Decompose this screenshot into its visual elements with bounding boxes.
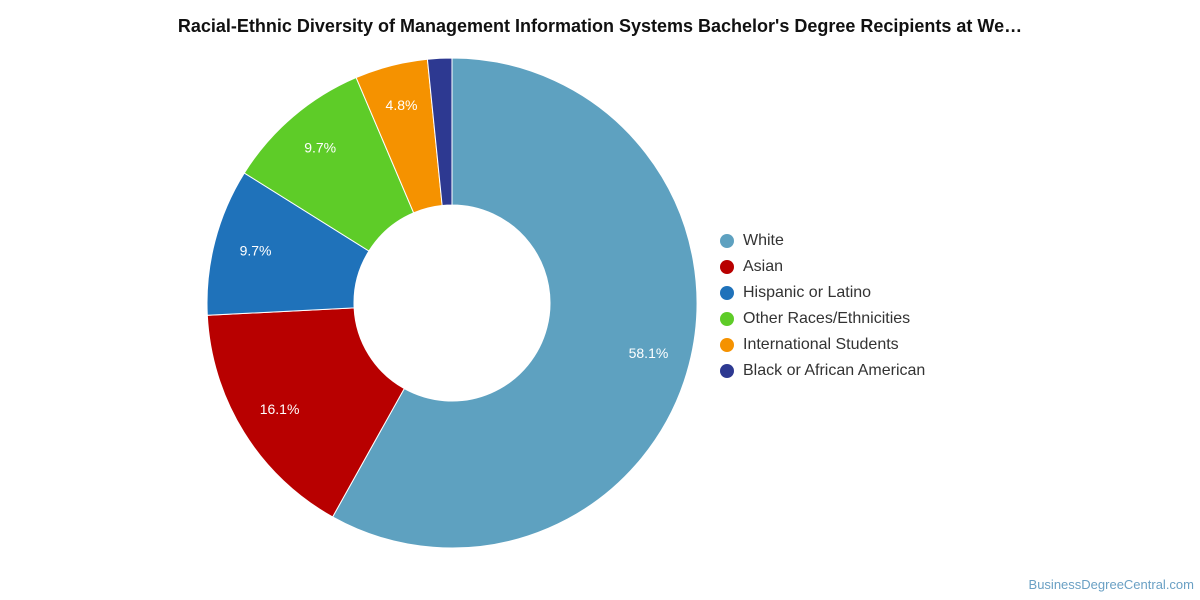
legend-swatch bbox=[720, 286, 734, 300]
legend-item-asian[interactable]: Asian bbox=[720, 254, 925, 280]
labels-layer: 58.1% 16.1% 9.7% 9.7% 4.8% bbox=[240, 97, 669, 417]
legend-item-international-students[interactable]: International Students bbox=[720, 332, 925, 358]
legend-item-black-or-african-american[interactable]: Black or African American bbox=[720, 358, 925, 384]
legend-label: Hispanic or Latino bbox=[743, 284, 872, 301]
legend-label: White bbox=[743, 232, 784, 249]
data-label-hispanic-or-latino: 9.7% bbox=[240, 243, 272, 259]
legend-item-hispanic-or-latino[interactable]: Hispanic or Latino bbox=[720, 280, 925, 306]
legend-label: International Students bbox=[743, 336, 899, 353]
legend-item-white[interactable]: White bbox=[720, 228, 925, 254]
data-label-asian: 16.1% bbox=[260, 401, 300, 417]
slice-white[interactable] bbox=[331, 57, 698, 549]
legend-item-other-races-ethnicities[interactable]: Other Races/Ethnicities bbox=[720, 306, 925, 332]
legend-swatch bbox=[720, 312, 734, 326]
data-label-white: 58.1% bbox=[629, 345, 669, 361]
legend-swatch bbox=[720, 260, 734, 274]
legend-swatch bbox=[720, 234, 734, 248]
watermark-text: BusinessDegreeCentral.com bbox=[1028, 577, 1194, 592]
legend-label: Other Races/Ethnicities bbox=[743, 310, 911, 327]
data-label-international-students: 4.8% bbox=[386, 97, 418, 113]
legend-label: Asian bbox=[743, 258, 784, 275]
slices-layer bbox=[206, 57, 698, 549]
legend-swatch bbox=[720, 338, 734, 352]
slice-asian[interactable] bbox=[206, 307, 405, 518]
legend-swatch bbox=[720, 364, 734, 378]
legend-label: Black or African American bbox=[743, 362, 926, 379]
slice-black-or-african-american[interactable] bbox=[426, 57, 453, 207]
data-label-other-races-ethnicities: 9.7% bbox=[304, 139, 336, 155]
chart-title: Racial-Ethnic Diversity of Management In… bbox=[177, 16, 1023, 36]
legend: White Asian Hispanic or Latino Other Races/… bbox=[720, 228, 925, 384]
